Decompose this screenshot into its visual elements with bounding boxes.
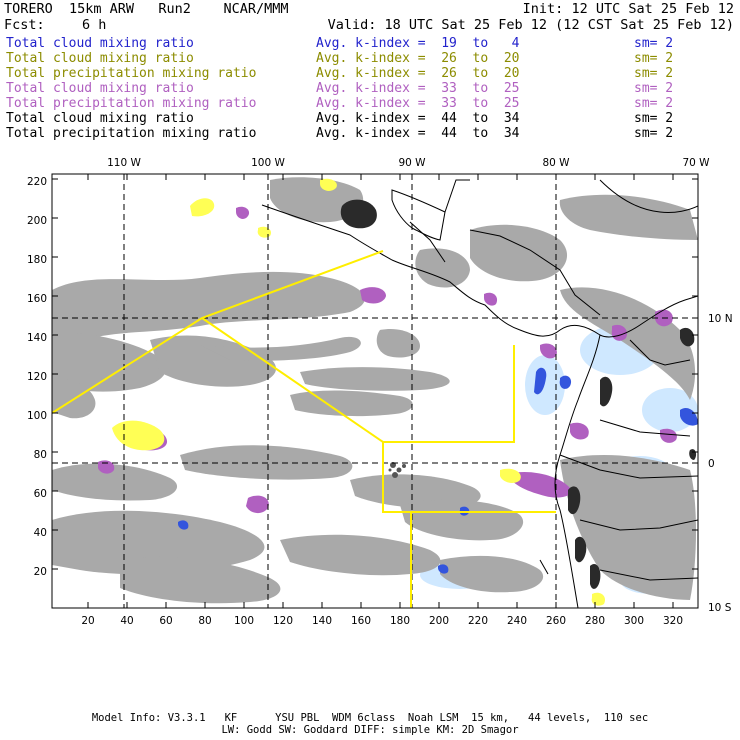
x-tick-label: 20 xyxy=(81,615,94,627)
forecast-hour: 6 h xyxy=(82,17,107,33)
lat-label-0: 0 xyxy=(708,458,715,470)
legend-row-5-field: Total precipitation mixing ratio xyxy=(6,96,257,111)
legend-row-2-kindex: Avg. k-index = 26 to 20 xyxy=(316,51,520,66)
init-time: Init: 12 UTC Sat 25 Feb 12 xyxy=(522,1,734,17)
valid-time: Valid: 18 UTC Sat 25 Feb 12 (12 CST Sat … xyxy=(327,17,734,33)
legend-row-3-sm: sm= 2 xyxy=(634,66,674,81)
legend-row-6-field: Total cloud mixing ratio xyxy=(6,111,194,126)
x-tick-label: 260 xyxy=(546,615,566,627)
legend-row-5-kindex: Avg. k-index = 33 to 25 xyxy=(316,96,520,111)
y-tick-label: 200 xyxy=(27,215,47,227)
x-tick-label: 60 xyxy=(159,615,172,627)
lon-label-100w: 100 W xyxy=(251,157,285,169)
lat-label-10n: 10 N xyxy=(708,313,733,325)
galapagos-islands xyxy=(388,462,406,478)
x-tick-label: 200 xyxy=(429,615,449,627)
x-tick-label: 300 xyxy=(624,615,644,627)
lon-label-80w: 80 W xyxy=(542,157,570,169)
legend-row-2-field: Total cloud mixing ratio xyxy=(6,51,194,66)
x-tick-label: 320 xyxy=(663,615,683,627)
x-tick-label: 40 xyxy=(120,615,133,627)
y-tick-label: 40 xyxy=(34,527,47,539)
legend-row-3-kindex: Avg. k-index = 26 to 20 xyxy=(316,66,520,81)
plot-frame xyxy=(51,173,699,609)
legend-row-5-sm: sm= 2 xyxy=(634,96,674,111)
legend-row-6-sm: sm= 2 xyxy=(634,111,674,126)
x-axis-labels: 20 40 60 80 100 120 140 160 180 200 220 … xyxy=(81,615,683,627)
y-tick-label: 220 xyxy=(27,176,47,188)
legend-row-7-sm: sm= 2 xyxy=(634,126,674,141)
y-tick-label: 160 xyxy=(27,293,47,305)
y-tick-label: 80 xyxy=(34,449,47,461)
blue-clouds xyxy=(178,367,698,574)
y-tick-label: 120 xyxy=(27,371,47,383)
legend-row-1-sm: sm= 2 xyxy=(634,36,674,51)
y-axis-labels: 20 40 60 80 100 120 140 160 180 200 220 xyxy=(27,176,47,578)
x-tick-label: 160 xyxy=(351,615,371,627)
latitude-labels: 10 N 0 10 S xyxy=(708,313,733,614)
y-tick-label: 140 xyxy=(27,332,47,344)
x-tick-label: 280 xyxy=(585,615,605,627)
longitude-labels: 110 W 100 W 90 W 80 W 70 W xyxy=(107,157,710,169)
y-tick-label: 180 xyxy=(27,254,47,266)
legend-row-4-kindex: Avg. k-index = 33 to 25 xyxy=(316,81,520,96)
legend-row-7-field: Total precipitation mixing ratio xyxy=(6,126,257,141)
legend-row-4-field: Total cloud mixing ratio xyxy=(6,81,194,96)
axis-ticks xyxy=(52,174,698,609)
black-clouds xyxy=(340,199,697,589)
lat-label-10s: 10 S xyxy=(708,602,732,614)
legend-row-1-field: Total cloud mixing ratio xyxy=(6,36,194,51)
model-info-line: Model Info: V3.3.1 KF YSU PBL WDM 6class… xyxy=(91,712,649,724)
flight-track-box xyxy=(52,250,556,608)
model-physics-line: LW: Godd SW: Goddard DIFF: simple KM: 2D… xyxy=(221,724,519,736)
legend-row-7-kindex: Avg. k-index = 44 to 34 xyxy=(316,126,520,141)
x-tick-label: 120 xyxy=(273,615,293,627)
x-tick-label: 100 xyxy=(234,615,254,627)
legend-row-2-sm: sm= 2 xyxy=(634,51,674,66)
x-tick-label: 240 xyxy=(507,615,527,627)
cloud-field xyxy=(52,174,698,608)
lon-label-110w: 110 W xyxy=(107,157,141,169)
lon-label-70w: 70 W xyxy=(682,157,710,169)
lon-label-90w: 90 W xyxy=(398,157,426,169)
y-tick-label: 20 xyxy=(34,566,47,578)
yellow-clouds xyxy=(112,178,606,606)
legend-row-1-kindex: Avg. k-index = 19 to 4 xyxy=(316,36,520,51)
x-tick-label: 80 xyxy=(198,615,211,627)
forecast-label: Fcst: xyxy=(4,17,45,33)
legend-row-4-sm: sm= 2 xyxy=(634,81,674,96)
x-tick-label: 220 xyxy=(468,615,488,627)
x-tick-label: 140 xyxy=(312,615,332,627)
legend-row-3-field: Total precipitation mixing ratio xyxy=(6,66,257,81)
coastlines xyxy=(261,179,698,608)
y-tick-label: 100 xyxy=(27,410,47,422)
legend-row-6-kindex: Avg. k-index = 44 to 34 xyxy=(316,111,520,126)
y-tick-label: 60 xyxy=(34,488,47,500)
header-title-line: TORERO 15km ARW Run2 NCAR/MMM xyxy=(4,1,289,17)
x-tick-label: 180 xyxy=(390,615,410,627)
